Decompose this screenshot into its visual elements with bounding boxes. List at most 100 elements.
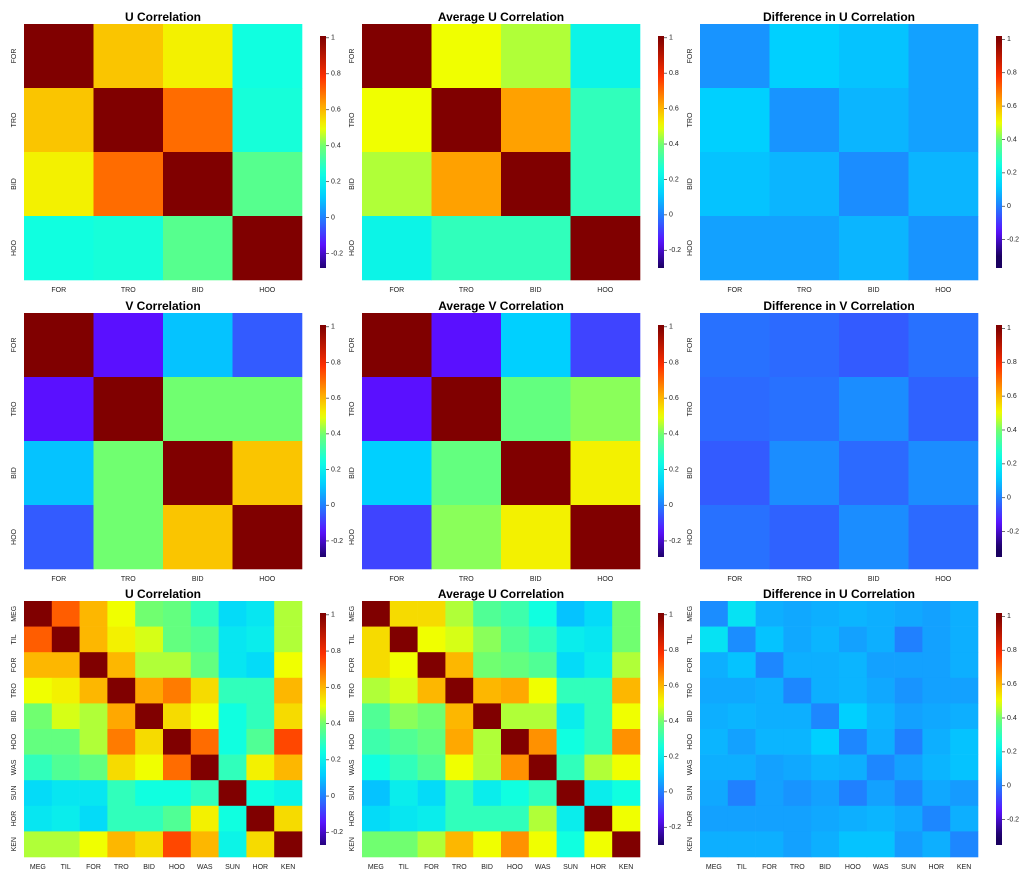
colorbar-tick-label: 0.6 <box>1007 393 1017 400</box>
heatmap-cell <box>866 601 895 627</box>
heatmap-cell <box>362 313 432 378</box>
heatmap-cell <box>445 626 474 653</box>
colorbar-tick-label: 0.4 <box>331 720 341 727</box>
heatmap-cell <box>769 152 840 217</box>
heatmap-cell <box>839 313 909 378</box>
heatmap-cell <box>866 652 895 679</box>
heatmap-cell <box>163 652 192 679</box>
y-tick-label: HOO <box>687 528 694 545</box>
x-tick-label: HOO <box>935 576 952 583</box>
heatmap-cell <box>232 313 303 378</box>
heatmap-cell <box>362 677 391 704</box>
x-tick-label: TIL <box>399 864 409 871</box>
heatmap-cell <box>218 677 247 704</box>
heatmap-cell <box>727 805 756 832</box>
x-tick-label: KEN <box>619 864 633 871</box>
x-tick-label: KEN <box>281 864 295 871</box>
heatmap-cell <box>163 216 233 281</box>
heatmap-cell <box>727 601 756 627</box>
colorbar-tick-label: 0.2 <box>331 466 341 473</box>
colorbar <box>320 36 326 268</box>
heatmap-cell <box>839 24 909 89</box>
heatmap-cell <box>163 729 192 755</box>
colorbar-tick-label: 0 <box>1007 203 1011 210</box>
colorbar-tick-label: 0.4 <box>669 718 679 725</box>
heatmap-cell <box>528 780 557 807</box>
heatmap-cell <box>783 780 812 807</box>
y-tick-label: BID <box>349 710 356 722</box>
heatmap-cell <box>445 831 474 858</box>
heatmap-cell <box>135 754 164 781</box>
heatmap-cell <box>755 754 784 781</box>
heatmap-cell <box>839 729 868 755</box>
heatmap-cell <box>584 754 613 781</box>
heatmap-cell <box>556 703 585 730</box>
heatmap-cell <box>769 216 840 281</box>
colorbar-tick-label: 1 <box>331 35 335 42</box>
heatmap-cell <box>246 626 275 653</box>
heatmap-cell <box>501 754 530 781</box>
heatmap-cell <box>783 805 812 832</box>
heatmap-cell <box>135 703 164 730</box>
heatmap-cell <box>612 652 641 679</box>
heatmap-cell <box>950 754 979 781</box>
x-tick-label: WAS <box>535 864 551 871</box>
colorbar-tick-label: 0.2 <box>669 466 679 473</box>
x-tick-label: TRO <box>797 576 812 583</box>
heatmap-cell <box>473 729 502 755</box>
heatmap-cell <box>501 441 571 506</box>
y-tick-label: FOR <box>687 658 694 673</box>
heatmap-cell <box>190 754 219 781</box>
heatmap-cell <box>473 805 502 832</box>
chart-title: V Correlation <box>125 299 200 313</box>
y-tick-label: KEN <box>11 837 18 851</box>
heatmap-cell <box>135 831 164 858</box>
heatmap-cell <box>584 677 613 704</box>
colorbar-tick-label: 1 <box>1007 325 1011 332</box>
heatmap-cell <box>362 24 432 89</box>
heatmap-cell <box>51 703 80 730</box>
heatmap-cell <box>556 601 585 627</box>
heatmap-cell <box>51 729 80 755</box>
heatmap-cell <box>700 780 729 807</box>
heatmap-cell <box>417 780 446 807</box>
heatmap-cell <box>866 729 895 755</box>
colorbar-tick-label: 0.4 <box>1007 715 1017 722</box>
heatmap-cell <box>866 831 895 858</box>
heatmap-cell <box>528 677 557 704</box>
heatmap-cell <box>584 626 613 653</box>
heatmap-cell <box>163 377 233 442</box>
heatmap-cell <box>389 703 418 730</box>
heatmap-cell <box>79 652 108 679</box>
heatmap-cell <box>769 24 840 89</box>
y-tick-label: HOR <box>349 811 356 827</box>
colorbar-tick-label: 1 <box>331 324 335 331</box>
chart-title: U Correlation <box>125 587 201 601</box>
heatmap-cell <box>727 831 756 858</box>
heatmap-cell <box>866 703 895 730</box>
heatmap-cell <box>163 313 233 378</box>
heatmap-cell <box>362 216 432 281</box>
heatmap-cell <box>163 505 233 570</box>
x-tick-label: FOR <box>86 864 101 871</box>
x-tick-label: TRO <box>797 287 812 294</box>
heatmap-cell <box>362 601 391 627</box>
x-tick-label: BID <box>530 576 542 583</box>
heatmap-cell <box>783 831 812 858</box>
heatmap-cell <box>431 24 502 89</box>
heatmap-cell <box>274 703 303 730</box>
x-tick-label: BID <box>481 864 493 871</box>
y-tick-label: BID <box>687 710 694 722</box>
heatmap-cell <box>556 652 585 679</box>
heatmap-cell <box>700 313 770 378</box>
heatmap-cell <box>528 703 557 730</box>
heatmap-cell <box>24 24 94 89</box>
colorbar-tick-label: 0.6 <box>1007 103 1017 110</box>
heatmap-cell <box>755 831 784 858</box>
heatmap-cell <box>894 601 923 627</box>
heatmap-cell <box>135 601 164 627</box>
heatmap-cell <box>501 677 530 704</box>
colorbar-tick-label: 0.6 <box>331 684 341 691</box>
heatmap-cell <box>24 377 94 442</box>
x-tick-label: HOO <box>507 864 524 871</box>
